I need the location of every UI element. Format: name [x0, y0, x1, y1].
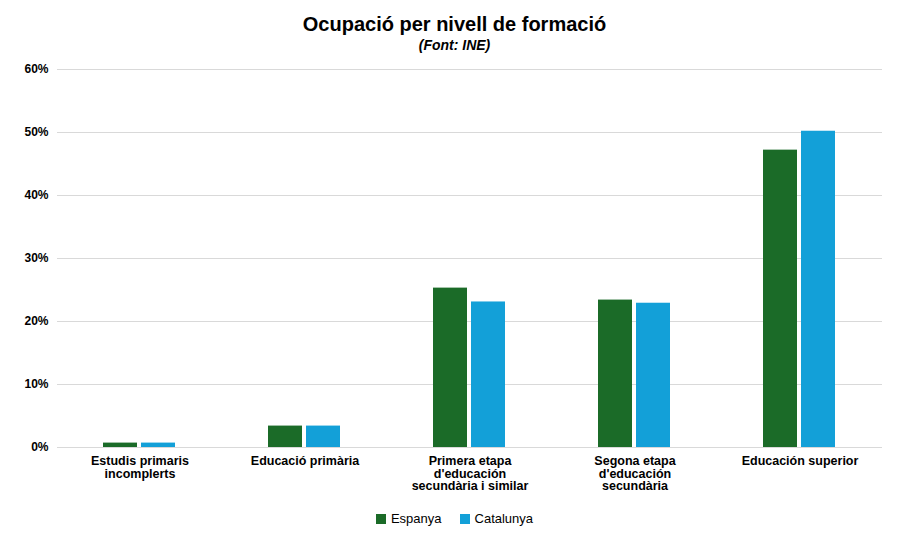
svg-text:0%: 0%	[31, 440, 49, 454]
svg-text:Segona etapad'educaciónsecundà: Segona etapad'educaciónsecundària	[594, 454, 676, 493]
html-text:Ocupació per nivell de formaci: Ocupació per nivell de formació	[302, 13, 607, 35]
html-text:Espanya: Espanya	[390, 511, 442, 526]
svg-text:40%: 40%	[24, 188, 48, 202]
svg-text:60%: 60%	[24, 62, 48, 76]
svg-text:30%: 30%	[24, 251, 48, 265]
html-text:(Font: INE): (Font: INE)	[418, 37, 491, 53]
svg-text:50%: 50%	[24, 125, 48, 139]
svg-text:10%: 10%	[24, 377, 48, 391]
svg-text:Primera etapad'educaciónsecund: Primera etapad'educaciónsecundària i sim…	[412, 454, 529, 493]
svg-text:Educación superior: Educación superior	[742, 454, 859, 468]
html-text:Catalunya: Catalunya	[474, 511, 534, 526]
svg-text:Educació primària: Educació primària	[251, 454, 360, 468]
svg-text:20%: 20%	[24, 314, 48, 328]
svg-text:Estudis primarisincomplerts: Estudis primarisincomplerts	[91, 454, 189, 481]
